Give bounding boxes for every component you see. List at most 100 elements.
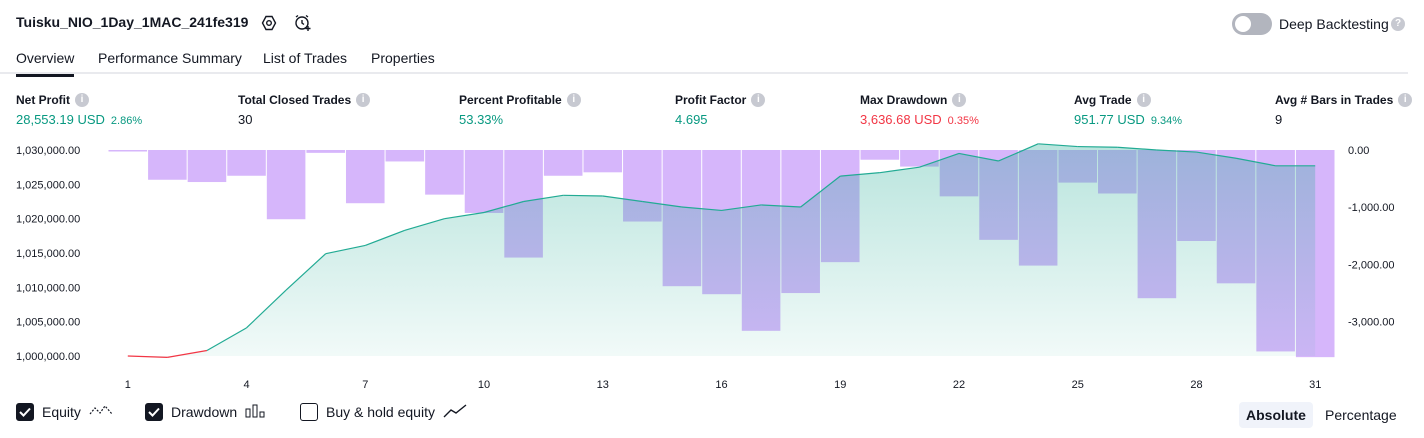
metric-label: Avg # Bars in Trades — [1275, 93, 1394, 107]
metric-net-profit: Net Profit i 28,553.19 USD 2.86% — [16, 93, 142, 127]
buy-hold-checkbox[interactable] — [300, 403, 318, 421]
absolute-button[interactable]: Absolute — [1239, 402, 1313, 428]
metric-percent: 0.35% — [947, 115, 979, 127]
info-icon[interactable]: i — [1398, 93, 1413, 107]
info-icon[interactable]: i — [566, 93, 581, 107]
metric-avg-trade: Avg Trade i 951.77 USD 9.34% — [1074, 93, 1182, 127]
drawdown-bar — [425, 150, 464, 195]
drawdown-checkbox[interactable] — [145, 403, 163, 421]
drawdown-bar — [345, 150, 385, 204]
legend-equity-toggle[interactable]: Equity — [16, 403, 113, 421]
info-icon[interactable]: i — [952, 93, 967, 107]
equity-line-segment — [285, 253, 327, 291]
info-icon[interactable]: i — [751, 93, 766, 107]
equity-line-segment — [1156, 149, 1197, 153]
equity-line-segment — [1117, 146, 1157, 151]
deep-backtesting-toggle[interactable] — [1232, 13, 1272, 35]
equity-line-segment — [879, 166, 920, 174]
drawdown-bar — [900, 150, 939, 167]
add-alert-clock-icon[interactable] — [293, 13, 313, 33]
y-axis-tick-left: 1,015,000.00 — [16, 248, 80, 260]
metric-value: 4.695 — [675, 112, 708, 127]
metric-label: Avg Trade — [1074, 93, 1132, 107]
y-axis-tick-left: 1,030,000.00 — [16, 145, 80, 157]
report-tabs: Overview Performance Summary List of Tra… — [0, 46, 1408, 77]
drawdown-bar — [108, 150, 148, 152]
equity-line-segment — [127, 355, 168, 358]
metric-profit-factor: Profit Factor i 4.695 — [675, 93, 766, 127]
equity-line-segment — [325, 244, 366, 255]
equity-line-segment — [167, 349, 208, 358]
legend-drawdown-toggle[interactable]: Drawdown — [145, 403, 267, 421]
equity-line-segment — [365, 229, 406, 247]
y-axis-tick-right: -1,000.00 — [1348, 202, 1394, 214]
metric-avg-bars-in-trades: Avg # Bars in Trades i 9 — [1275, 93, 1413, 127]
equity-line-segment — [721, 204, 762, 212]
strategy-name: Tuisku_NIO_1Day_1MAC_241fe319 — [16, 14, 249, 30]
help-icon[interactable]: ? — [1391, 17, 1405, 31]
tab-performance-summary[interactable]: Performance Summary — [98, 50, 242, 66]
x-axis-tick: 4 — [243, 379, 249, 391]
tab-overview[interactable]: Overview — [16, 50, 75, 77]
metric-label: Percent Profitable — [459, 93, 562, 107]
x-axis-tick: 10 — [478, 379, 490, 391]
y-axis-tick-left: 1,000,000.00 — [16, 351, 80, 363]
equity-line-segment — [206, 327, 247, 352]
equity-line-segment — [483, 200, 524, 214]
metric-label: Net Profit — [16, 93, 70, 107]
x-axis-tick: 22 — [953, 379, 965, 391]
drawdown-bar — [385, 150, 425, 162]
equity-line-segment — [1038, 143, 1078, 148]
drawdown-bar — [306, 150, 345, 153]
bar-chart-icon — [245, 404, 267, 421]
y-axis-tick-right: 0.00 — [1348, 145, 1369, 157]
x-axis-tick: 19 — [834, 379, 846, 391]
equity-line-icon — [89, 404, 113, 421]
y-axis-tick-left: 1,025,000.00 — [16, 179, 80, 191]
metric-label: Profit Factor — [675, 93, 747, 107]
metric-percent-profitable: Percent Profitable i 53.33% — [459, 93, 581, 127]
equity-line-segment — [800, 175, 841, 208]
y-axis-tick-left: 1,010,000.00 — [16, 282, 80, 294]
gear-icon[interactable] — [259, 13, 279, 33]
metric-max-drawdown: Max Drawdown i 3,636.68 USD 0.35% — [860, 93, 979, 127]
equity-line-segment — [1235, 157, 1276, 167]
legend-buy-hold-toggle[interactable]: Buy & hold equity — [300, 403, 467, 421]
x-axis-tick: 1 — [125, 379, 131, 391]
equity-line-segment — [602, 195, 643, 203]
drawdown-bar — [227, 150, 266, 176]
tab-list-of-trades[interactable]: List of Trades — [263, 50, 348, 66]
info-icon[interactable]: i — [356, 93, 371, 107]
drawdown-bar — [464, 150, 504, 213]
metric-percent: 9.34% — [1150, 115, 1183, 127]
equity-line-segment — [919, 152, 960, 168]
legend-equity-label: Equity — [42, 404, 81, 420]
equity-area — [127, 143, 1316, 358]
tab-properties[interactable]: Properties — [371, 50, 435, 66]
equity-drawdown-chart[interactable]: 1,000,000.00 1,005,000.00 1,010,000.00 1,01… — [0, 140, 1424, 396]
strategy-header: Tuisku_NIO_1Day_1MAC_241fe319 Deep Backt… — [0, 0, 1424, 46]
equity-line-segment — [681, 206, 722, 212]
percentage-button[interactable]: Percentage — [1325, 407, 1397, 423]
info-icon[interactable]: i — [1136, 93, 1151, 107]
equity-line-segment — [246, 289, 287, 329]
metric-value: 53.33% — [459, 112, 504, 127]
equity-line-segment — [998, 143, 1039, 162]
equity-line-segment — [563, 194, 603, 197]
legend-drawdown-label: Drawdown — [171, 404, 238, 420]
equity-line-segment — [958, 152, 999, 162]
deep-backtesting-label: Deep Backtesting — [1279, 16, 1389, 32]
drawdown-bar — [148, 150, 187, 180]
equity-line-segment — [1196, 151, 1237, 159]
drawdown-bar — [860, 150, 900, 160]
equity-checkbox[interactable] — [16, 403, 34, 421]
metric-percent: 2.86% — [110, 115, 143, 127]
equity-line-segment — [761, 204, 801, 208]
x-axis-tick: 7 — [362, 379, 368, 391]
drawdown-bar — [583, 150, 623, 173]
info-icon[interactable]: i — [75, 93, 89, 107]
equity-line-segment — [840, 172, 880, 177]
x-axis-tick: 16 — [715, 379, 727, 391]
metric-value: 9 — [1275, 112, 1283, 127]
y-axis-tick-right: -3,000.00 — [1348, 317, 1394, 329]
